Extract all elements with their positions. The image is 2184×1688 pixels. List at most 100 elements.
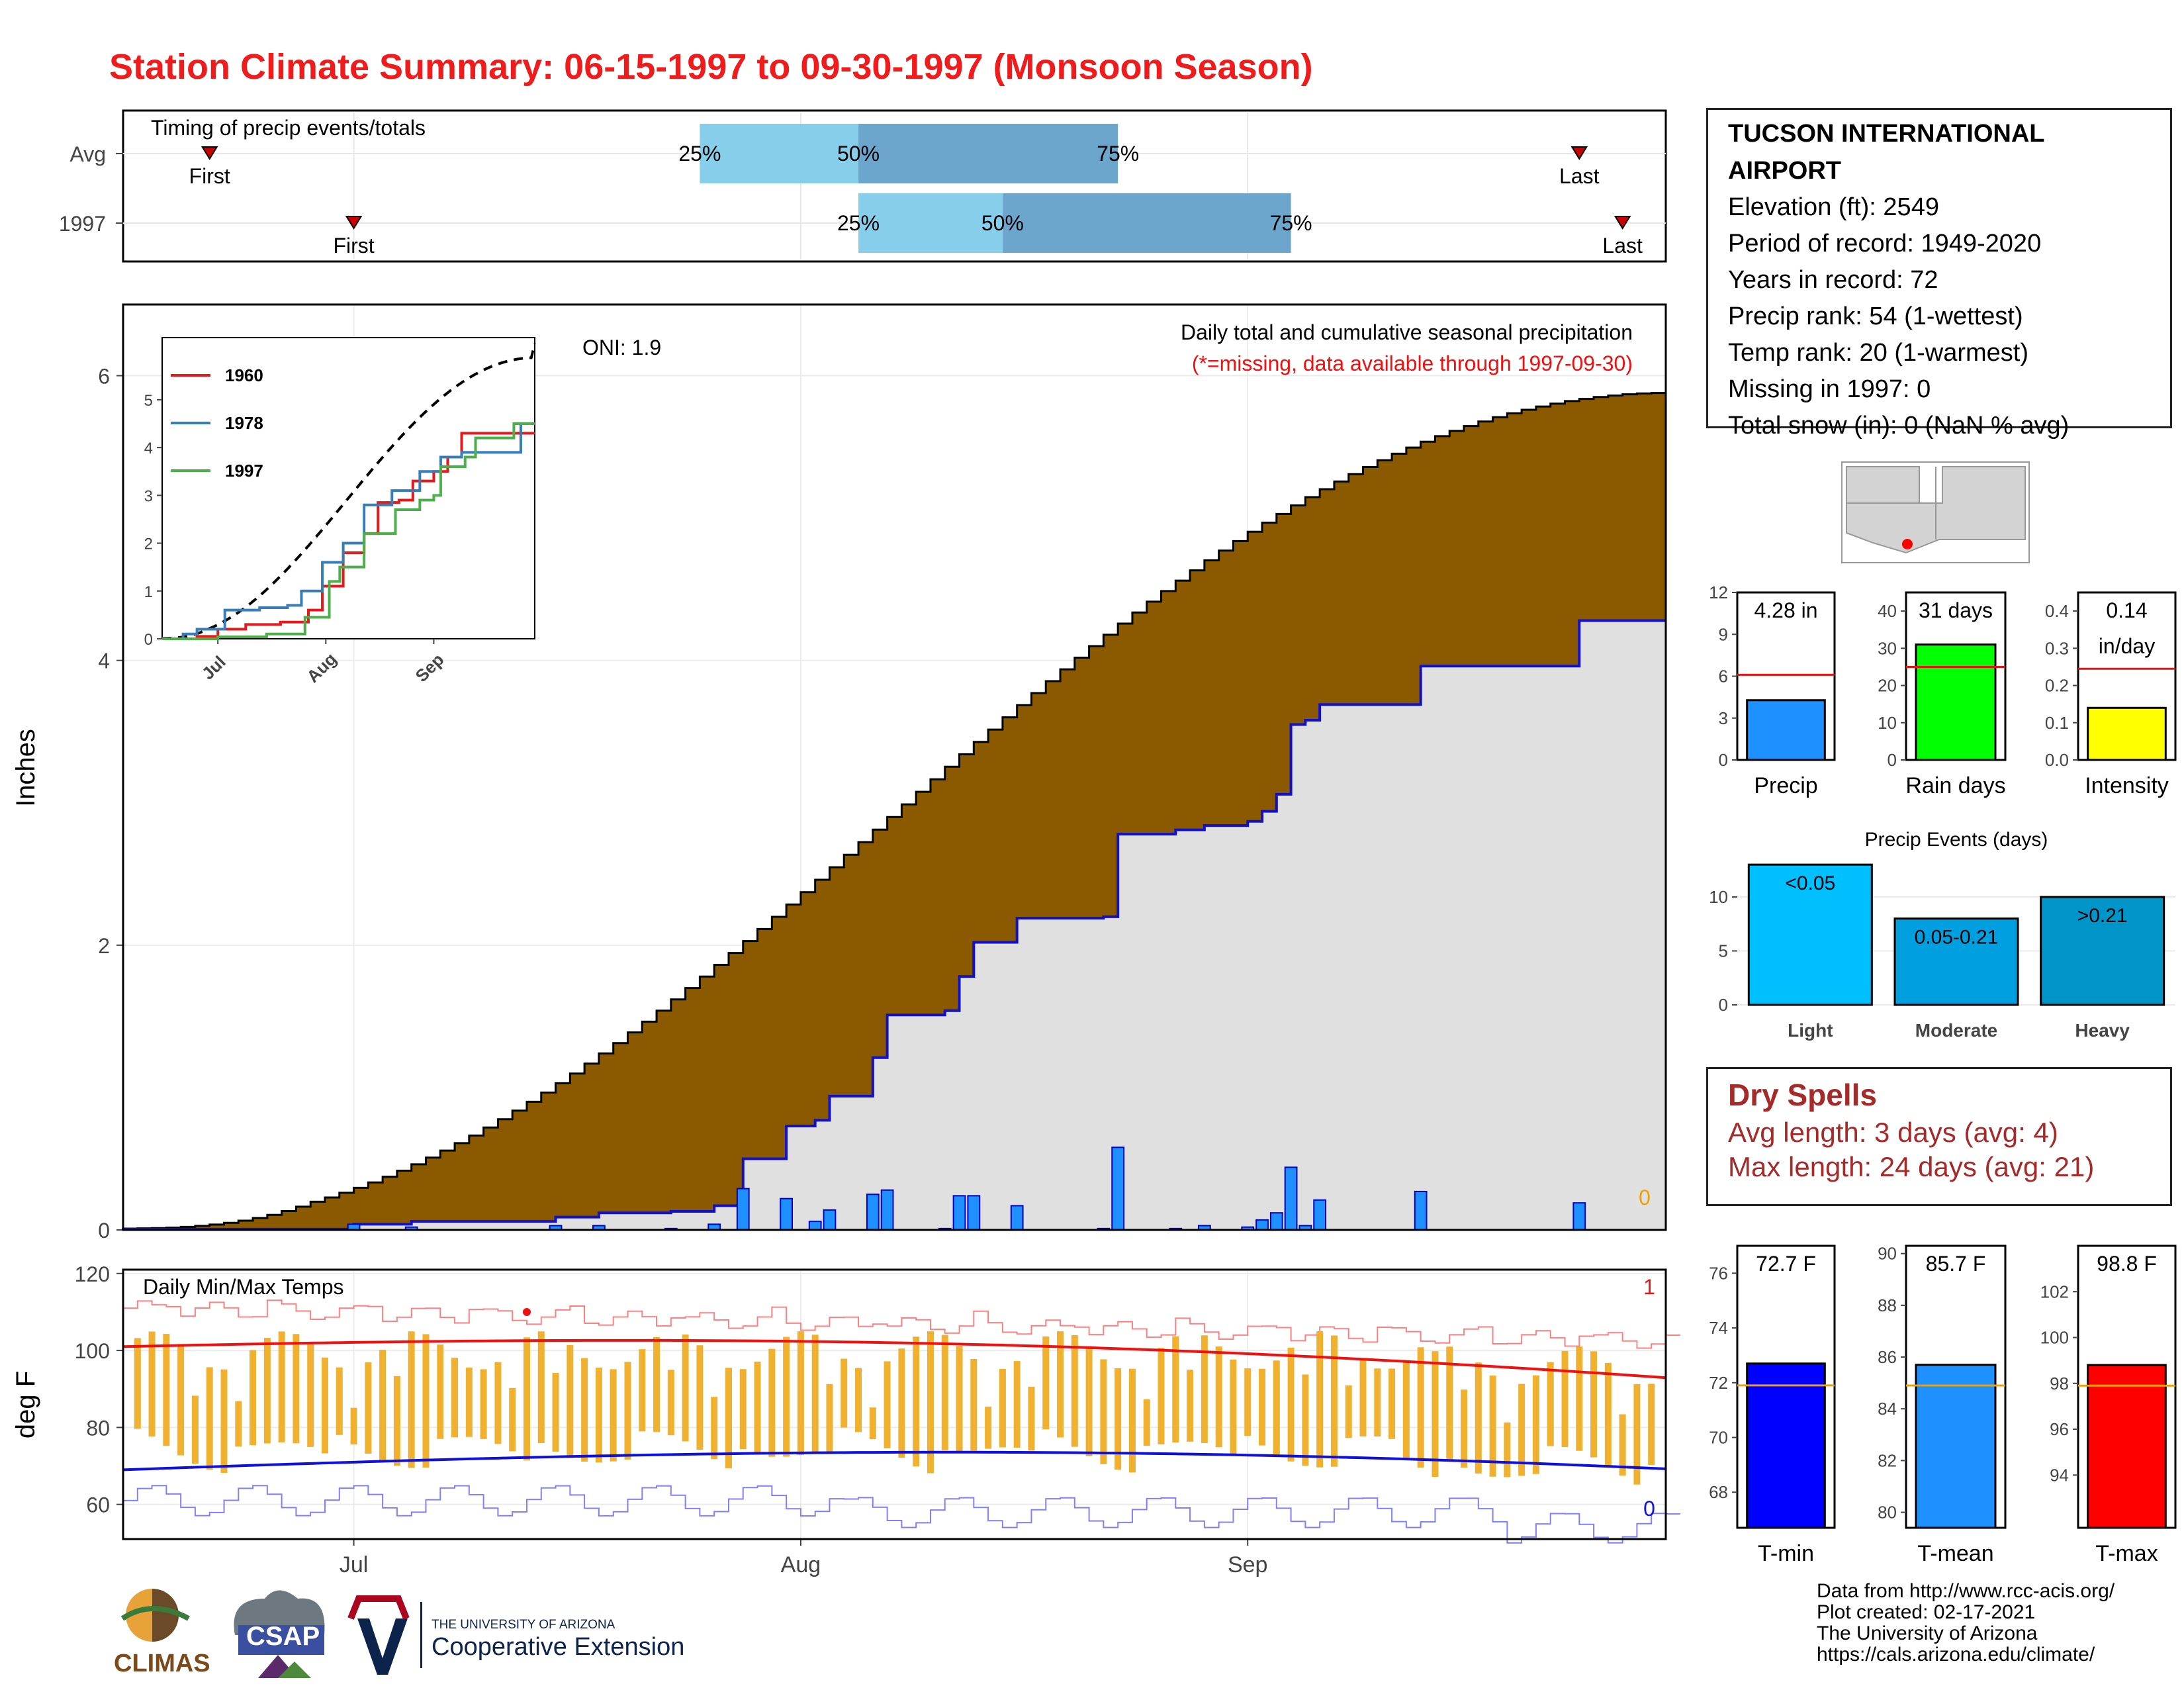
daily-temp-bar <box>1028 1386 1035 1451</box>
inset-legend-label-1978: 1978 <box>225 413 263 433</box>
daily-temp-bar <box>1547 1362 1554 1446</box>
daily-temp-bar <box>451 1358 459 1438</box>
intensity-value-title2: in/day <box>2099 634 2155 658</box>
daily-temp-bar <box>1273 1360 1280 1455</box>
daily-temp-bar <box>999 1368 1006 1448</box>
daily-temp-bar <box>1504 1422 1511 1477</box>
daily-temp-bar <box>1590 1351 1598 1458</box>
timing-label-75: 75% <box>1270 211 1312 235</box>
daily-precip-bar <box>808 1221 822 1231</box>
daily-temp-bar <box>884 1361 891 1448</box>
daily-temp-bar <box>307 1344 314 1447</box>
daily-temp-bar <box>913 1336 920 1467</box>
events-category-label: Moderate <box>1915 1020 1997 1041</box>
daily-temp-bar <box>365 1362 372 1454</box>
daily-temp-bar <box>1158 1348 1165 1444</box>
daily-temp-bar <box>1316 1331 1324 1468</box>
daily-temp-bar <box>148 1331 156 1437</box>
tmax-value-bar <box>2087 1364 2167 1529</box>
normal-min-line <box>122 1450 1666 1472</box>
daily-temp-bar <box>595 1368 602 1463</box>
tmax-ytick-label: 100 <box>2040 1328 2069 1348</box>
daily-temp-bar <box>1244 1368 1251 1436</box>
daily-precip-bar <box>1111 1147 1125 1231</box>
timing-row-label: Avg <box>69 142 106 166</box>
station-snow: Total snow (in): 0 (NaN % avg) <box>1728 412 2070 440</box>
intensity-label: Intensity <box>2085 773 2169 798</box>
daily-temp-bar <box>177 1344 185 1456</box>
temp-ytick-label: 80 <box>86 1416 110 1440</box>
station-elevation: Elevation (ft): 2549 <box>1728 193 1939 221</box>
station-name-line2: AIRPORT <box>1728 157 1841 185</box>
daily-precip-bar <box>1414 1190 1428 1231</box>
daily-precip-bar <box>736 1188 750 1231</box>
daily-temp-bar <box>667 1370 674 1436</box>
chart-title: Station Climate Summary: 06-15-1997 to 0… <box>109 47 1313 87</box>
csap-logo: CSAP <box>234 1590 325 1678</box>
daily-temp-bar <box>1115 1368 1122 1470</box>
daily-temp-bar <box>1100 1359 1107 1464</box>
timing-panel-title: Timing of precip events/totals <box>151 116 426 140</box>
precip_small-ytick-label: 0 <box>1719 750 1728 770</box>
daily-temp-bar <box>941 1335 948 1450</box>
temp-ytick-label: 120 <box>75 1262 110 1286</box>
timing-bar-50-75 <box>858 124 1118 183</box>
events-bar-moderate <box>1893 917 2019 1006</box>
daily-temp-bar <box>754 1361 761 1455</box>
logo-strip: CLIMAS CSAP THE UNIVERSITY OF ARIZONA Co… <box>106 1579 754 1688</box>
daily-temp-bar <box>826 1383 833 1453</box>
daily-temp-bar <box>1071 1335 1078 1447</box>
daily-temp-bar <box>1201 1335 1208 1443</box>
tmax-ytick-label: 102 <box>2040 1282 2069 1301</box>
station-precip-rank: Precip rank: 54 (1-wettest) <box>1728 303 2023 330</box>
climas-logo: CLIMAS <box>114 1589 210 1677</box>
daily-temp-bar <box>1446 1346 1453 1460</box>
precip-ytick-label: 0 <box>98 1219 110 1243</box>
record-max-line <box>123 1299 1680 1349</box>
daily-precip-bar <box>967 1195 981 1231</box>
last-event-marker <box>1570 146 1588 160</box>
daily-temp-bar <box>163 1334 170 1446</box>
tmean-ytick-label: 84 <box>1878 1399 1897 1419</box>
tmin-ytick-label: 70 <box>1709 1428 1728 1448</box>
station-temp-rank: Temp rank: 20 (1-warmest) <box>1728 339 2029 367</box>
temp-y-axis-label: deg F <box>11 1371 40 1438</box>
dry-spells-max: Max length: 24 days (avg: 21) <box>1728 1151 2095 1182</box>
first-event-label: First <box>333 234 374 258</box>
daily-temp-bar <box>1172 1336 1179 1443</box>
intensity-value-title: 0.14 <box>2106 598 2147 622</box>
intensity-value-bar <box>2087 706 2167 761</box>
precip_small-value-title: 4.28 in <box>1754 598 1817 622</box>
raindays-ytick-label: 40 <box>1878 601 1897 621</box>
daily-temp-bar <box>1374 1368 1381 1437</box>
tmean-ytick-label: 82 <box>1878 1450 1897 1470</box>
daily-temp-bar <box>1402 1360 1410 1460</box>
last-event-marker <box>1614 216 1631 230</box>
precip_small-ytick-label: 9 <box>1719 624 1728 644</box>
tmax-ytick-label: 96 <box>2050 1419 2069 1439</box>
daily-temp-bar <box>970 1358 978 1451</box>
timing-bar-50-75 <box>1002 193 1291 253</box>
daily-temp-bar <box>898 1348 905 1458</box>
timing-label-25: 25% <box>678 142 721 165</box>
precip-panel-subtitle: (*=missing, data available through 1997-… <box>1192 352 1633 375</box>
daily-temp-bar <box>1128 1368 1136 1473</box>
inset-frame <box>161 337 535 639</box>
timing-label-50: 50% <box>981 211 1024 235</box>
tmin-label: T-min <box>1758 1541 1814 1566</box>
daily-temp-bar <box>1042 1336 1050 1430</box>
daily-temp-bar <box>393 1376 400 1466</box>
daily-temp-bar <box>278 1331 285 1442</box>
daily-temp-bar <box>379 1350 387 1462</box>
tmean-value-title: 85.7 F <box>1926 1252 1986 1276</box>
tmean-ytick-label: 80 <box>1878 1503 1897 1523</box>
intensity-ytick-label: 0.0 <box>2045 750 2069 770</box>
daily-temp-bar <box>985 1406 992 1449</box>
daily-temp-bar <box>1432 1351 1439 1477</box>
temp-record-min-count: 0 <box>1643 1497 1655 1521</box>
daily-precip-bar <box>1284 1166 1298 1231</box>
daily-precip-bar <box>880 1189 894 1231</box>
daily-temp-bar <box>783 1336 790 1457</box>
events-ytick-label: 0 <box>1719 995 1728 1015</box>
tmean-ytick-label: 90 <box>1878 1244 1897 1264</box>
